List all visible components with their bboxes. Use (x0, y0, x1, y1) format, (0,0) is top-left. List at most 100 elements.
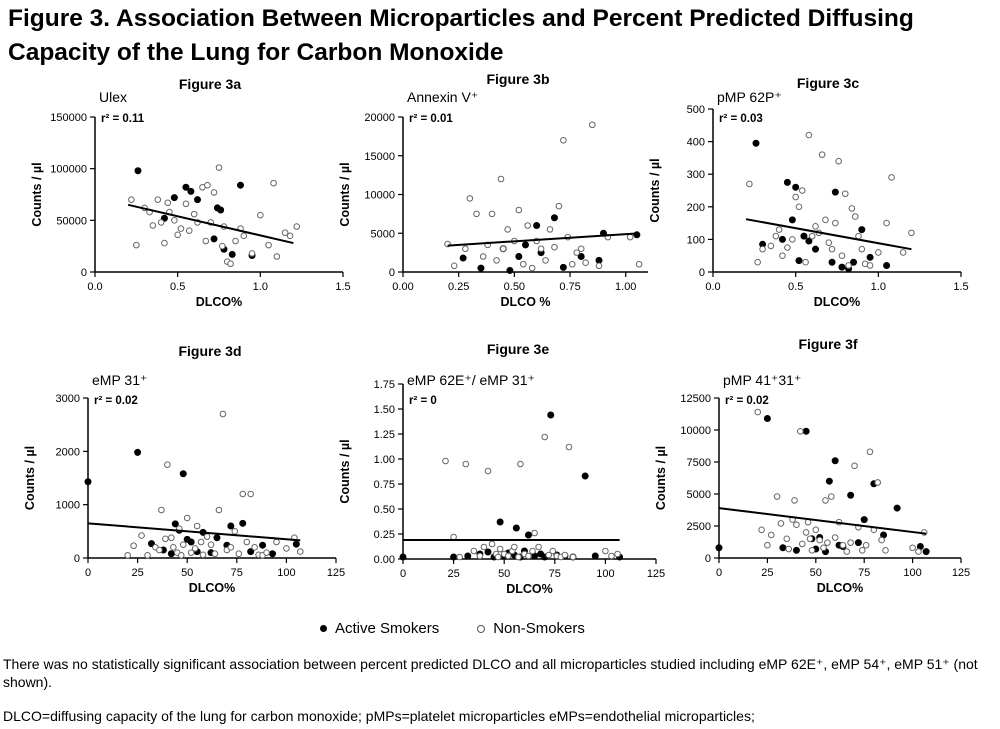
non-smoker-point (170, 544, 177, 551)
non-smoker-point (754, 408, 762, 416)
y-axis-label: Counts / µl (30, 162, 44, 226)
y-tick-label: 1.50 (374, 404, 395, 416)
y-tick-label: 0 (74, 553, 80, 565)
non-smoker-point (263, 549, 270, 556)
non-smoker-point (265, 241, 272, 249)
non-smoker-point (798, 187, 806, 194)
non-smoker-point (281, 229, 289, 237)
y-tick-label: 3000 (56, 393, 80, 405)
non-smoker-point (806, 535, 814, 543)
non-smoker-point (851, 462, 858, 470)
chart-title: Figure 3f (798, 336, 857, 352)
non-smoker-point (293, 223, 301, 230)
active-smoker-point (866, 253, 874, 261)
legend-active-smokers: Active Smokers (320, 620, 439, 637)
active-smoker-point (194, 196, 202, 204)
y-tick-label: 10000 (680, 425, 711, 437)
non-smoker-point (239, 490, 247, 498)
non-smoker-point (203, 533, 211, 540)
footnote-association: There was no statistically significant a… (3, 656, 978, 690)
non-smoker-point (777, 520, 785, 527)
y-tick-label: 0.00 (374, 554, 395, 566)
x-tick-label: 0.0 (87, 281, 102, 293)
non-smoker-point (832, 219, 839, 227)
active-smoker-point (515, 253, 523, 260)
non-smoker-point (812, 223, 819, 230)
r-squared-label: r² = 0.01 (409, 113, 453, 125)
y-tick-label: 0.75 (374, 479, 395, 491)
non-smoker-point (493, 257, 500, 264)
x-tick-label: 75 (231, 567, 243, 579)
non-smoker-point (488, 210, 496, 218)
non-smoker-point (187, 549, 195, 556)
y-tick-label: 500 (687, 104, 705, 116)
non-smoker-point (247, 490, 254, 498)
non-smoker-point (899, 249, 907, 256)
non-smoker-point (133, 241, 140, 249)
non-smoker-point (789, 236, 796, 243)
non-smoker-point (171, 217, 178, 224)
active-smoker-point (134, 167, 142, 175)
active-smoker-point (171, 520, 179, 528)
non-smoker-point (820, 544, 827, 552)
non-smoker-point (164, 199, 172, 207)
x-tick-label: 0.25 (448, 281, 469, 293)
non-smoker-point (915, 548, 922, 555)
non-smoker-point (210, 189, 218, 196)
active-smoker-point (850, 258, 858, 266)
y-tick-label: 0 (705, 553, 711, 565)
figure-3e-scatter: Figure 3e 0.00 0.25 0.50 0.75 1.00 1.25 1.50 1.7… (338, 341, 665, 596)
active-smoker-point (512, 524, 520, 532)
active-smoker-point (213, 534, 221, 542)
r-squared-label: r² = 0.03 (719, 113, 763, 125)
non-smoker-point (154, 196, 162, 203)
active-smoker-point (854, 539, 862, 547)
non-smoker-point (831, 534, 839, 541)
non-smoker-point (582, 259, 589, 266)
active-smoker-point (860, 516, 868, 524)
figure-3b-panel: Figure 3b 0 5000 10000 15000 20000 0.00 0.25 0.5… (323, 71, 653, 309)
x-tick-label: 50 (181, 567, 193, 579)
non-smoker-point (802, 529, 810, 536)
non-smoker-point (450, 533, 457, 541)
non-smoker-point (835, 157, 842, 165)
x-tick-label: 75 (858, 567, 870, 579)
non-smoker-point (270, 179, 277, 187)
non-smoker-point (535, 543, 542, 551)
non-smoker-point (542, 257, 549, 264)
active-smoker-point (84, 478, 92, 486)
active-smoker-point (812, 245, 820, 253)
non-smoker-point (843, 548, 851, 555)
regression-line (87, 522, 301, 542)
y-tick-label: 0.50 (374, 504, 395, 516)
x-tick-label: 100 (903, 567, 921, 579)
non-smoker-point (767, 242, 775, 250)
non-smoker-point (164, 461, 171, 468)
figure-3f-panel: Figure 3f 0 2500 5000 7500 10000 12500 0 25 50 75 1… (633, 336, 970, 595)
x-tick-label: 1.0 (871, 281, 886, 293)
non-smoker-point (908, 229, 915, 237)
non-smoker-point (442, 457, 449, 465)
figure-3d-scatter: Figure 3d 0 1000 2000 3000 0 25 50 75 100 125 DLCO%… (23, 343, 345, 595)
non-smoker-point (875, 249, 882, 256)
non-smoker-point (851, 213, 859, 220)
non-smoker-point (183, 514, 191, 522)
non-smoker-point (138, 532, 145, 539)
active-smoker-point (459, 254, 467, 262)
active-smoker-point (236, 181, 244, 189)
regression-line (718, 507, 927, 535)
active-smoker-point (763, 414, 771, 422)
non-smoker-point (784, 244, 791, 251)
chart-title: Figure 3b (486, 71, 549, 87)
active-smoker-point (779, 544, 787, 552)
non-smoker-point (456, 553, 463, 561)
non-smoker-point (888, 174, 895, 181)
y-tick-label: 1.00 (374, 454, 395, 466)
y-tick-label: 15000 (364, 151, 395, 163)
non-smoker-point (283, 545, 290, 552)
r-squared-label: r² = 0.02 (94, 395, 138, 407)
non-smoker-point (793, 521, 800, 529)
non-smoker-point (785, 545, 792, 553)
y-tick-label: 5000 (371, 228, 395, 240)
r-squared-label: r² = 0 (409, 395, 437, 407)
